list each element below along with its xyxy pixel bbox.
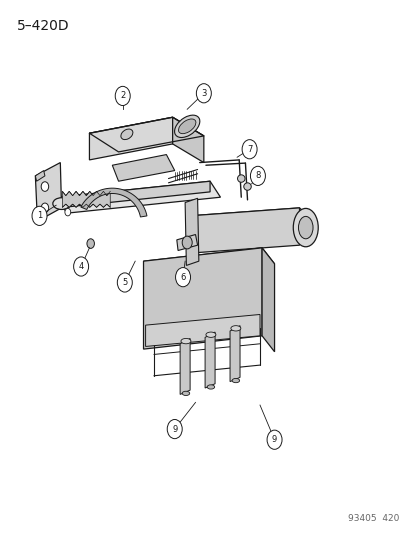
Polygon shape <box>58 181 210 208</box>
Text: 4: 4 <box>79 262 84 271</box>
Circle shape <box>182 236 192 249</box>
Text: 9: 9 <box>172 425 177 433</box>
Circle shape <box>176 268 191 287</box>
Polygon shape <box>189 208 300 253</box>
Polygon shape <box>144 248 262 349</box>
Ellipse shape <box>298 216 313 239</box>
Text: 5: 5 <box>122 278 127 287</box>
Text: 9: 9 <box>272 435 277 444</box>
Circle shape <box>32 206 47 225</box>
Ellipse shape <box>231 326 241 331</box>
Ellipse shape <box>175 115 200 138</box>
Ellipse shape <box>53 198 70 209</box>
Polygon shape <box>146 314 260 346</box>
Circle shape <box>74 257 89 276</box>
Polygon shape <box>81 188 147 217</box>
Ellipse shape <box>238 175 245 182</box>
Polygon shape <box>35 163 62 221</box>
Polygon shape <box>185 198 199 265</box>
Polygon shape <box>62 191 110 207</box>
Ellipse shape <box>207 385 215 389</box>
Text: 2: 2 <box>120 92 125 100</box>
Text: 1: 1 <box>37 212 42 220</box>
Circle shape <box>267 430 282 449</box>
Ellipse shape <box>178 119 196 134</box>
Polygon shape <box>89 117 173 160</box>
Circle shape <box>87 239 94 248</box>
Polygon shape <box>35 171 45 181</box>
Text: 3: 3 <box>201 89 206 98</box>
Polygon shape <box>262 248 275 352</box>
Text: 5–420D: 5–420D <box>17 19 69 33</box>
Circle shape <box>65 208 71 216</box>
Circle shape <box>115 86 130 106</box>
Polygon shape <box>58 181 220 213</box>
Circle shape <box>117 273 132 292</box>
Polygon shape <box>89 117 204 152</box>
Polygon shape <box>205 332 215 388</box>
Polygon shape <box>230 326 240 382</box>
Circle shape <box>167 419 182 439</box>
Circle shape <box>41 182 49 191</box>
Text: 8: 8 <box>255 172 260 180</box>
Text: 6: 6 <box>181 273 186 281</box>
Polygon shape <box>180 338 190 394</box>
Ellipse shape <box>244 183 251 190</box>
Circle shape <box>196 84 211 103</box>
Polygon shape <box>144 248 275 277</box>
Ellipse shape <box>293 208 318 247</box>
Circle shape <box>242 140 257 159</box>
Text: 7: 7 <box>247 145 252 154</box>
Ellipse shape <box>206 332 216 337</box>
Polygon shape <box>189 208 316 232</box>
Ellipse shape <box>121 129 133 140</box>
Polygon shape <box>173 117 204 163</box>
Circle shape <box>250 166 265 185</box>
Polygon shape <box>112 155 175 181</box>
Ellipse shape <box>182 391 190 395</box>
Ellipse shape <box>181 338 191 344</box>
Polygon shape <box>177 235 198 251</box>
Circle shape <box>41 203 49 213</box>
Text: 93405  420: 93405 420 <box>348 514 399 523</box>
Ellipse shape <box>232 378 240 383</box>
